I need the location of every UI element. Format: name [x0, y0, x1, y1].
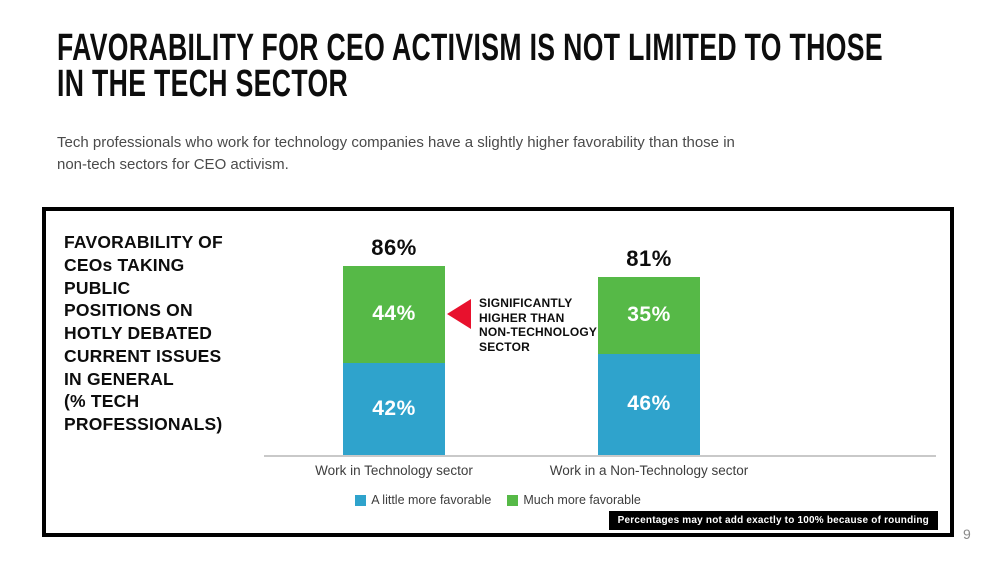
slide-subtitle: Tech professionals who work for technolo…	[57, 134, 735, 173]
segment-value: 42%	[372, 396, 416, 420]
bar-total-label: 81%	[626, 245, 672, 271]
category-label-non-technology: Work in a Non-Technology sector	[549, 463, 749, 478]
legend-swatch-blue	[355, 494, 367, 506]
segment-value: 44%	[372, 302, 416, 326]
segment-value: 46%	[627, 392, 671, 416]
significance-arrow-icon	[447, 299, 471, 329]
legend-item-much-more-favorable: Much more favorable	[507, 493, 641, 507]
x-axis-line	[264, 455, 936, 457]
legend-label: Much more favorable	[523, 493, 641, 507]
slide-title: FAVORABILITY FOR CEO ACTIVISM IS NOT LIM…	[57, 27, 883, 106]
bar-total-label: 86%	[371, 234, 417, 260]
segment-value: 35%	[627, 303, 671, 327]
chart-side-label: FAVORABILITY OF CEOs TAKING PUBLIC POSIT…	[64, 232, 223, 434]
chart-legend: A little more favorable Much more favora…	[46, 493, 950, 507]
bar-group-non-technology: 81% 35% 46%	[598, 246, 700, 455]
chart-panel: FAVORABILITY OF CEOs TAKING PUBLIC POSIT…	[42, 207, 954, 537]
bar-segment-much-more-favorable: 44%	[343, 265, 445, 363]
bar-segment-little-more-favorable: 42%	[343, 362, 445, 455]
significance-note: SIGNIFICANTLY HIGHER THAN NON-TECHNOLOGY…	[479, 296, 598, 354]
bar-group-technology: 86% 44% 42%	[343, 235, 445, 455]
bar-segment-little-more-favorable: 46%	[598, 353, 700, 455]
legend-item-little-more-favorable: A little more favorable	[355, 493, 491, 507]
bar-segment-much-more-favorable: 35%	[598, 276, 700, 354]
footnote-bar: Percentages may not add exactly to 100% …	[608, 511, 938, 530]
legend-swatch-green	[507, 494, 519, 506]
category-label-technology: Work in Technology sector	[315, 463, 473, 478]
legend-label: A little more favorable	[371, 493, 492, 507]
page-number: 9	[963, 526, 971, 542]
